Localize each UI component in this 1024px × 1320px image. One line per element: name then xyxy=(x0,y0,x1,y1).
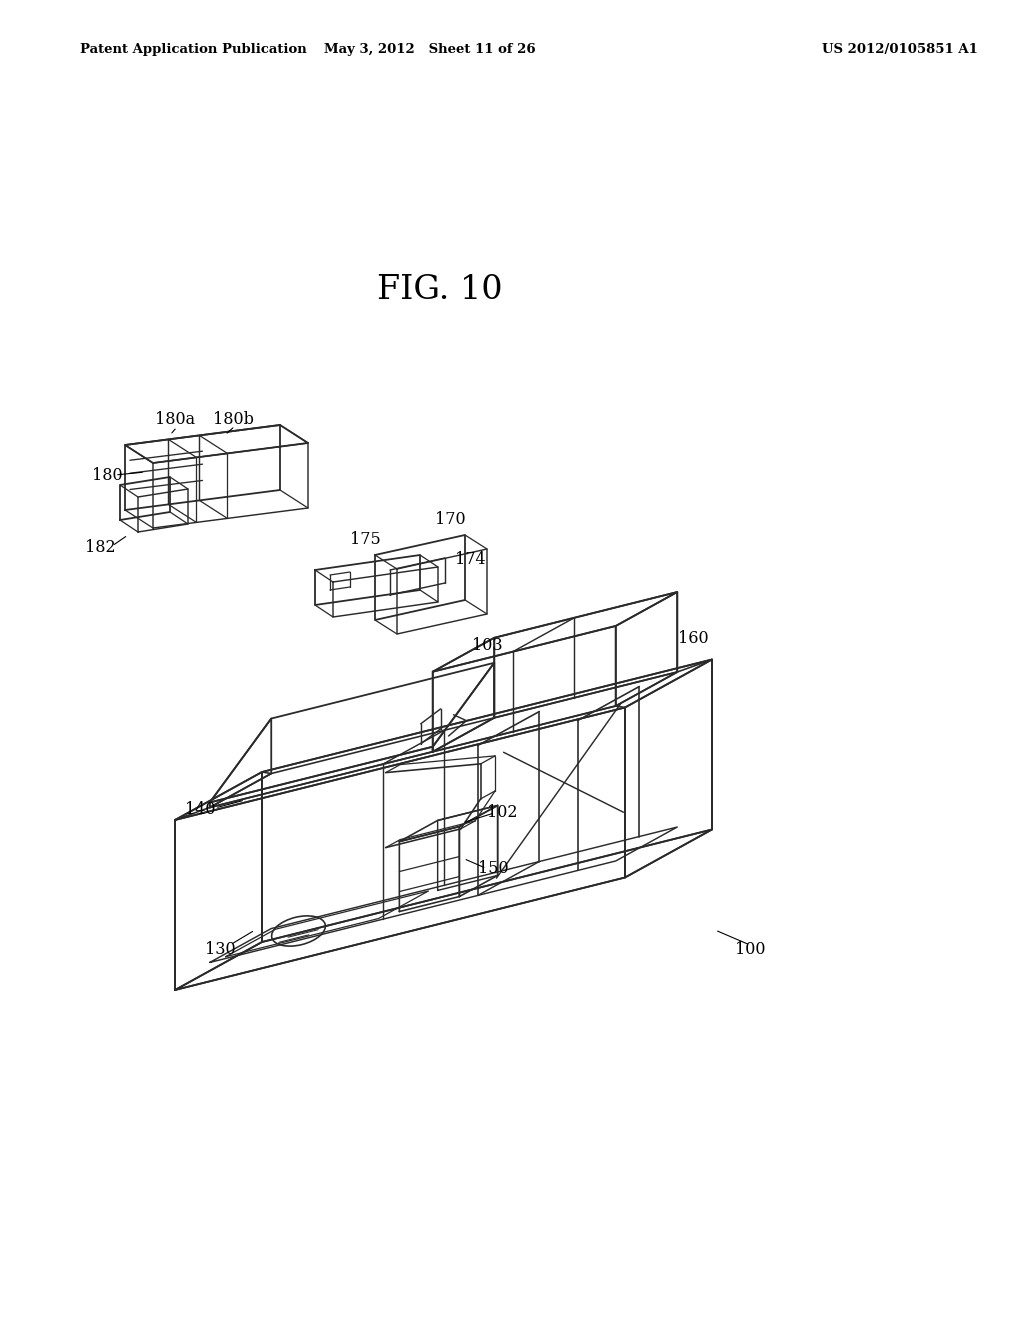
Text: 140: 140 xyxy=(184,801,215,818)
Text: 175: 175 xyxy=(349,532,380,549)
Text: May 3, 2012   Sheet 11 of 26: May 3, 2012 Sheet 11 of 26 xyxy=(325,44,536,57)
Text: 150: 150 xyxy=(478,861,509,876)
Text: FIG. 10: FIG. 10 xyxy=(377,275,503,306)
Text: 180: 180 xyxy=(92,466,122,483)
Text: 180a: 180a xyxy=(155,412,195,429)
Text: 182: 182 xyxy=(85,540,116,557)
Text: 160: 160 xyxy=(678,630,709,647)
Text: 130: 130 xyxy=(205,941,236,958)
Text: 180b: 180b xyxy=(213,412,253,429)
Text: 100: 100 xyxy=(735,941,765,958)
Text: 103: 103 xyxy=(472,638,503,653)
Text: 174: 174 xyxy=(455,552,485,569)
Text: Patent Application Publication: Patent Application Publication xyxy=(80,44,307,57)
Text: 170: 170 xyxy=(434,511,465,528)
Text: US 2012/0105851 A1: US 2012/0105851 A1 xyxy=(822,44,978,57)
Text: 102: 102 xyxy=(487,804,518,821)
